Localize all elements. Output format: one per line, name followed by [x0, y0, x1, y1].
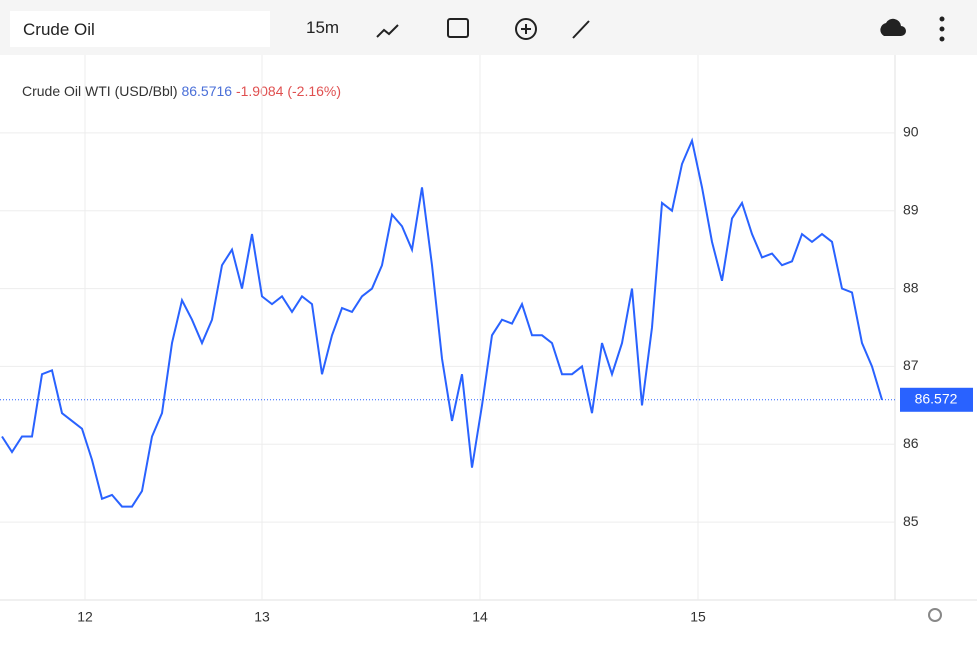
chart-type-icon[interactable]	[376, 24, 399, 38]
y-tick-label: 88	[903, 279, 919, 295]
menu-icon[interactable]	[939, 16, 945, 22]
y-tick-label: 85	[903, 513, 919, 529]
settings-icon[interactable]	[928, 608, 942, 622]
price-line	[1, 137, 883, 508]
y-tick-label: 87	[903, 357, 919, 373]
chart-title: Crude Oil WTI (USD/Bbl) 86.5716 -1.9084 …	[22, 83, 341, 99]
draw-icon[interactable]	[572, 20, 590, 39]
add-plus	[521, 24, 531, 34]
x-tick-label: 14	[472, 609, 488, 625]
y-tick-label: 89	[903, 201, 919, 217]
x-tick-label: 15	[690, 609, 706, 625]
title: Crude Oil WTI (USD/Bbl)	[22, 83, 178, 99]
search-input[interactable]: Crude Oil	[10, 11, 270, 47]
y-tick-label: 86	[903, 435, 919, 451]
last-price-label: 86.572	[915, 390, 958, 406]
x-tick-label: 13	[254, 609, 270, 625]
toolbar-icons	[376, 16, 945, 622]
last-price-box	[900, 387, 973, 412]
calendar-icon[interactable]	[447, 18, 469, 38]
price: 86.5716	[181, 83, 232, 99]
menu-dot	[939, 36, 945, 42]
add-icon[interactable]	[515, 18, 537, 40]
download-icon[interactable]	[880, 18, 906, 36]
change: -1.9084 (-2.16%)	[236, 83, 341, 99]
toolbar: Crude Oil 15m	[0, 0, 977, 55]
menu-dot	[939, 26, 945, 32]
x-tick-label: 12	[77, 609, 93, 625]
y-tick-label: 90	[903, 124, 919, 140]
interval-button[interactable]: 15m	[306, 18, 340, 37]
